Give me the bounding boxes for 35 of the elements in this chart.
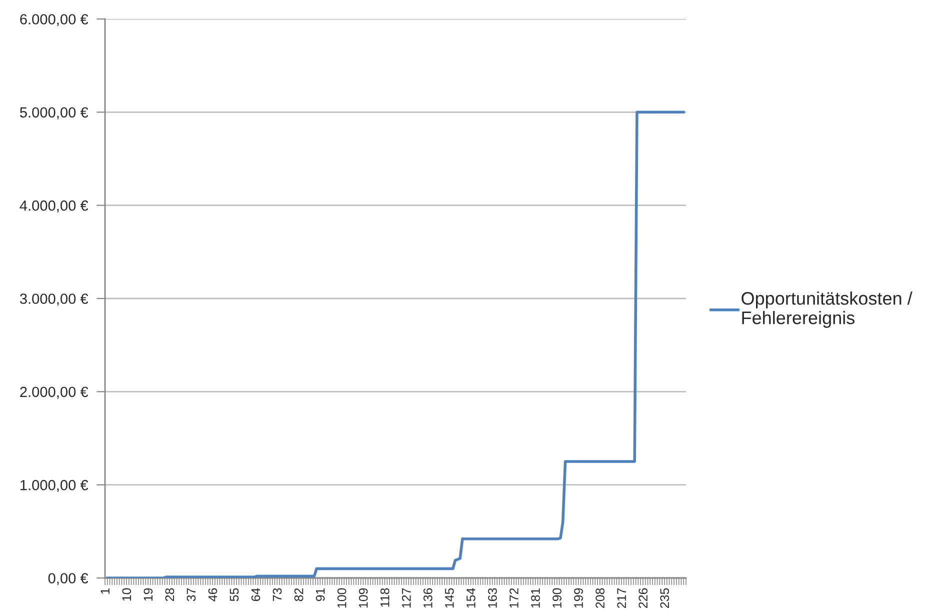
x-tick-label: 55 (230, 588, 239, 602)
x-tick-label: 226 (638, 588, 648, 608)
x-tick-label: 82 (294, 588, 304, 602)
x-tick-label: 1 (100, 588, 110, 594)
x-tick-label: 10 (122, 588, 132, 601)
x-tick-label: 136 (423, 588, 432, 608)
x-tick-label: 145 (445, 588, 454, 608)
y-tick-label: 2.000,00 € (20, 386, 88, 399)
y-tick-label: 4.000,00 € (20, 200, 88, 212)
x-tick-label: 37 (186, 588, 196, 602)
x-tick-label: 109 (358, 588, 368, 608)
y-tick-label: 5.000,00 € (20, 107, 88, 120)
x-tick-label: 235 (660, 588, 670, 608)
y-tick-label: 3.000,00 € (20, 294, 88, 306)
legend-label: Opportunitätskosten / Fehlerereignis (742, 292, 912, 328)
y-tick-label: 1.000,00 € (20, 480, 88, 492)
x-tick-label: 19 (144, 588, 153, 601)
x-tick-label: 154 (466, 588, 476, 608)
x-tick-label: 190 (552, 588, 562, 608)
x-tick-label: 127 (402, 588, 411, 608)
x-tick-label: 28 (165, 588, 174, 601)
x-tick-label: 163 (488, 588, 497, 608)
x-tick-label: 172 (510, 588, 518, 608)
x-tick-label: 217 (617, 588, 626, 608)
y-tick-label: 6.000,00 € (20, 14, 88, 26)
y-tick-label: 0,00 € (48, 573, 88, 586)
x-tick-label: 73 (272, 588, 282, 601)
x-tick-label: 91 (316, 588, 325, 602)
x-tick-label: 118 (380, 588, 390, 607)
x-tick-label: 100 (337, 588, 346, 608)
x-tick-label: 181 (531, 588, 540, 608)
x-tick-label: 199 (574, 588, 583, 608)
x-tick-label: 64 (251, 588, 260, 601)
x-tick-label: 46 (208, 588, 218, 602)
x-tick-label: 208 (596, 588, 604, 608)
